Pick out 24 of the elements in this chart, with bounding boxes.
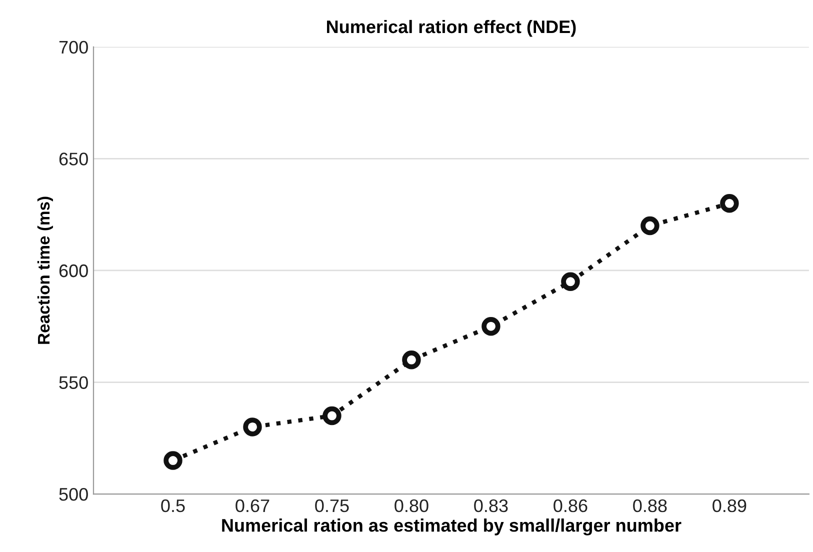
chart-title: Numerical ration effect (NDE): [327, 20, 576, 37]
point: [322, 406, 342, 426]
point: [561, 272, 580, 292]
x-tick-label: 0.67: [236, 499, 270, 512]
point: [164, 451, 182, 470]
x-tick-label: 0.80: [394, 499, 428, 512]
y-axis-title: Reaction time (ms): [37, 196, 53, 344]
y-tick-label: 700: [59, 40, 88, 54]
x-tick-label: 0.88: [633, 499, 667, 512]
point: [640, 216, 660, 236]
point: [402, 350, 421, 370]
x-tick-label: 0.89: [712, 499, 746, 512]
y-tick-label: 550: [59, 376, 88, 389]
point: [720, 194, 739, 213]
point: [243, 418, 262, 436]
x-tick-label: 0.5: [161, 499, 185, 512]
y-tick-label: 650: [59, 152, 88, 166]
x-tick-label: 0.86: [554, 499, 588, 512]
y-tick-label: 600: [59, 264, 88, 278]
y-tick-label: 500: [59, 488, 88, 501]
x-axis-title: Numerical ration as estimated by small/larger number: [222, 518, 682, 536]
x-tick-label: 0.75: [315, 499, 349, 512]
point: [482, 316, 500, 336]
x-tick-label: 0.83: [474, 499, 508, 512]
